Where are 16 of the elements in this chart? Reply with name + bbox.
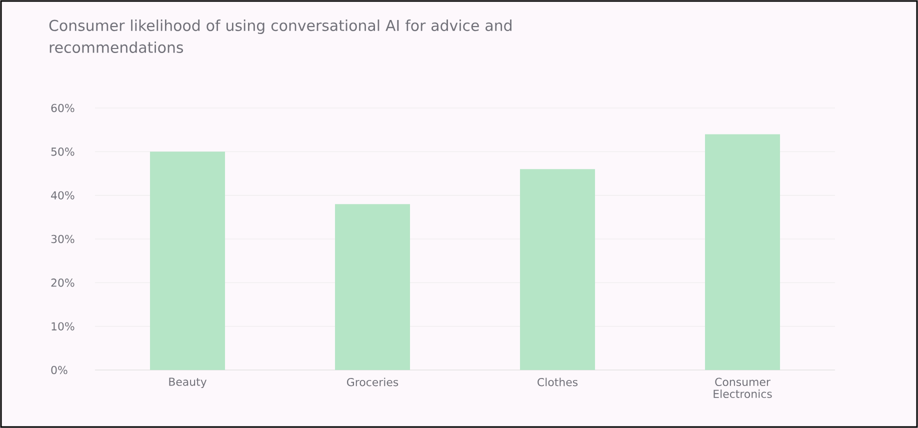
x-tick-label: Clothes [538,378,578,386]
bar [335,204,410,370]
y-tick-label: 30% [51,234,74,244]
x-tick-label: Groceries [347,378,398,386]
chart-title: Consumer likelihood of using conversational AI for advice and recommendations [49,20,512,54]
bar [520,169,596,370]
y-tick-label: 0% [51,366,68,374]
y-tick-label: 60% [51,104,74,112]
x-tick-label: Consumer Electronics [714,378,772,398]
y-tick-label: 20% [51,278,74,287]
bar [705,134,780,370]
y-tick-label: 40% [51,191,74,200]
y-tick-label: 50% [51,148,74,156]
y-tick-label: 10% [52,322,74,330]
x-tick-label: Beauty [169,378,207,388]
bar [150,152,226,370]
